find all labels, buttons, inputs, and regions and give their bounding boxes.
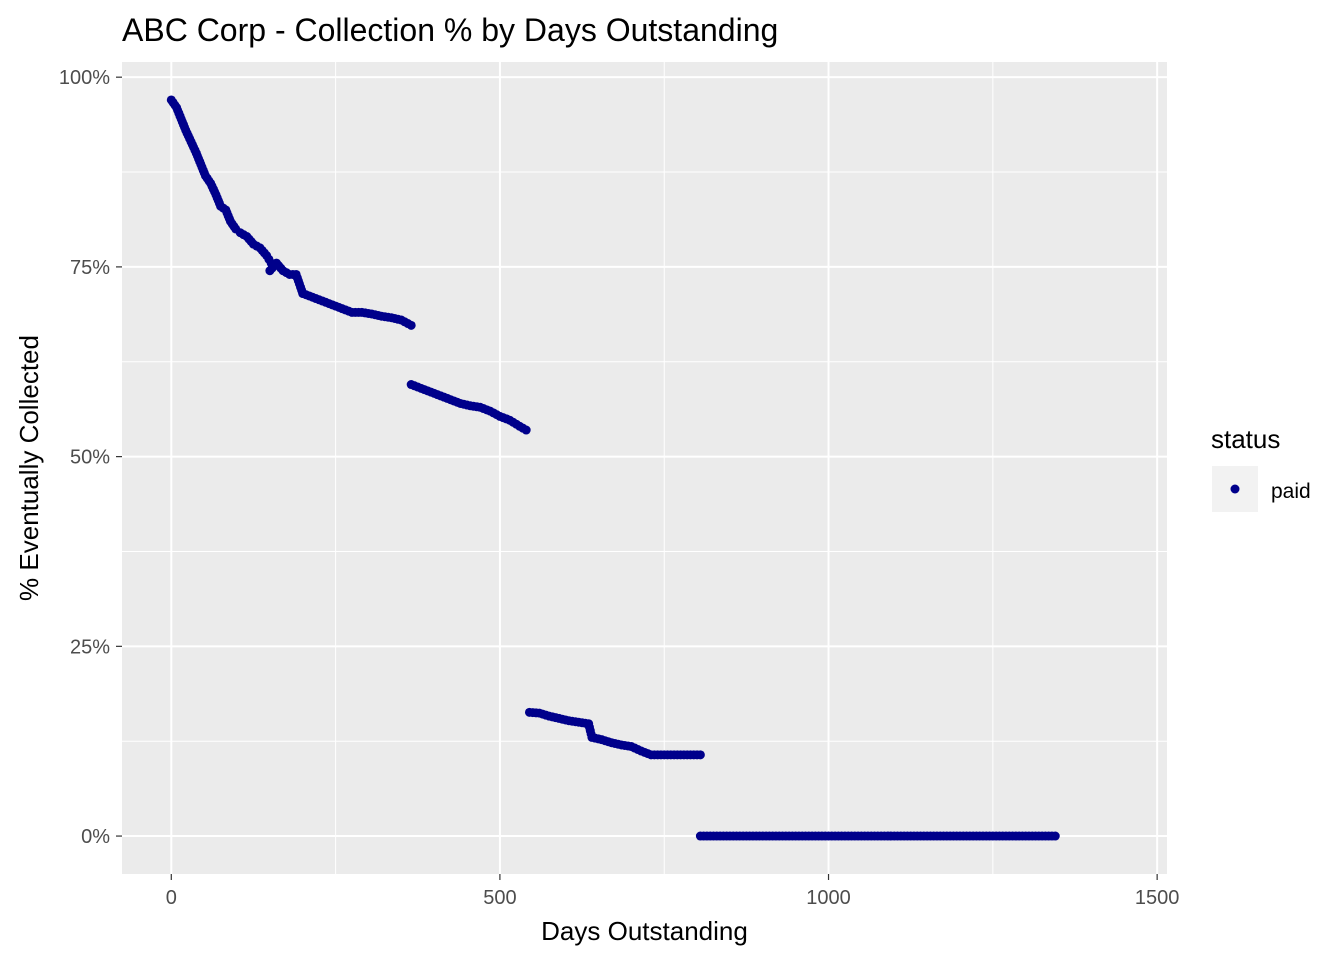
grid [122, 62, 1167, 874]
y-tick-label: 0% [81, 826, 110, 848]
data-point [521, 425, 531, 435]
legend-label-paid: paid [1271, 480, 1311, 503]
y-axis-title: % Eventually Collected [14, 335, 44, 601]
x-tick-label: 1000 [806, 887, 851, 909]
data-points [166, 95, 1060, 841]
y-tick-label: 25% [70, 636, 110, 658]
data-point [406, 320, 416, 330]
axes: 0 500 1000 1500 0% 25% 50% 75% 100% [59, 67, 1180, 909]
chart-title: ABC Corp - Collection % by Days Outstand… [122, 12, 778, 48]
x-tick-label: 1500 [1135, 887, 1180, 909]
x-tick-label: 500 [483, 887, 516, 909]
x-tick-label: 0 [166, 887, 177, 909]
legend-title: status [1211, 424, 1280, 454]
data-point [1050, 831, 1060, 841]
y-tick-label: 75% [70, 257, 110, 279]
y-tick-label: 100% [59, 67, 110, 89]
legend-key-point [1230, 484, 1240, 494]
legend: status paid [1211, 424, 1311, 512]
x-axis-title: Days Outstanding [541, 916, 748, 946]
y-tick-label: 50% [70, 447, 110, 469]
data-point [695, 750, 705, 760]
